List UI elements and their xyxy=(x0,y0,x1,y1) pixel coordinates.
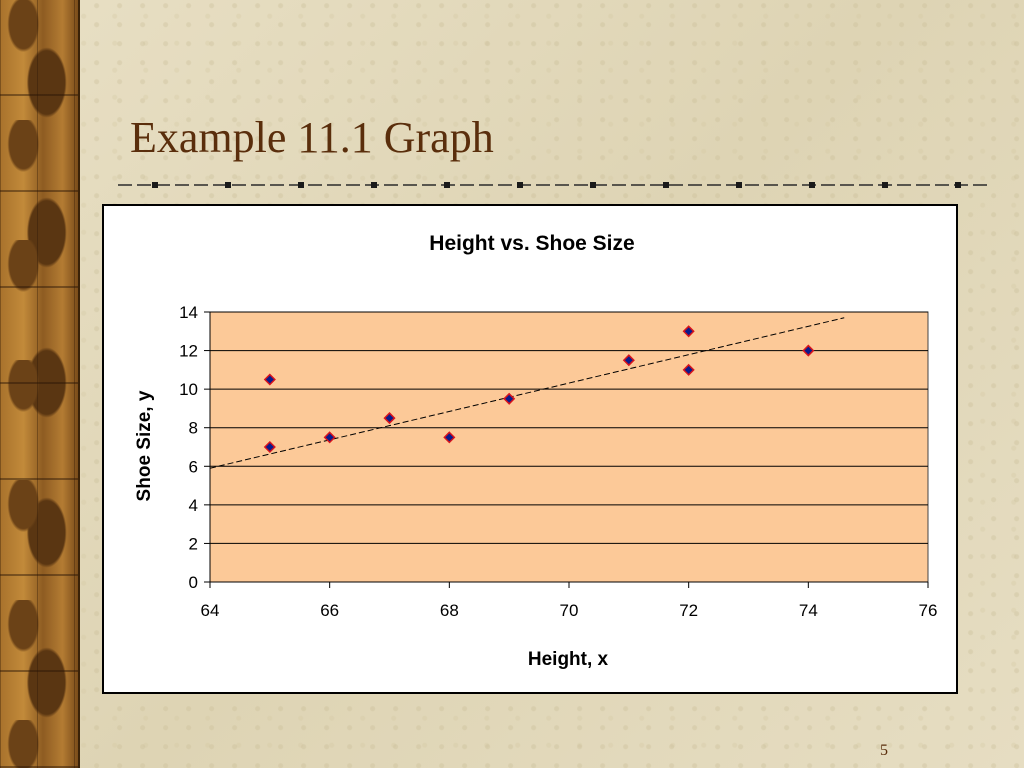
divider-dot xyxy=(663,182,669,188)
divider-dot xyxy=(371,182,377,188)
x-tick-label: 68 xyxy=(440,601,459,620)
page-number: 5 xyxy=(880,742,888,759)
divider-dot xyxy=(517,182,523,188)
data-point xyxy=(443,431,456,444)
wood-border xyxy=(0,0,80,768)
data-point xyxy=(682,363,695,376)
y-tick-label: 12 xyxy=(179,342,198,361)
divider-dot xyxy=(809,182,815,188)
data-point xyxy=(383,412,396,425)
chart-title: Height vs. Shoe Size xyxy=(429,232,634,255)
x-tick-label: 70 xyxy=(560,601,579,620)
data-point xyxy=(263,373,276,386)
data-point xyxy=(323,431,336,444)
data-point xyxy=(622,354,635,367)
divider-dot xyxy=(225,182,231,188)
y-tick-label: 4 xyxy=(189,496,198,515)
plot-background xyxy=(209,311,929,583)
y-tick-label: 6 xyxy=(189,457,198,476)
y-tick-label: 10 xyxy=(179,380,198,399)
divider-dot xyxy=(882,182,888,188)
y-tick-label: 8 xyxy=(189,419,198,438)
y-axis-label: Shoe Size, y xyxy=(134,390,155,501)
divider-dot xyxy=(955,182,961,188)
divider-dot xyxy=(298,182,304,188)
y-tick-label: 0 xyxy=(189,573,198,592)
x-tick-label: 66 xyxy=(320,601,339,620)
title-divider xyxy=(118,182,990,188)
divider-dot xyxy=(152,182,158,188)
trendline xyxy=(209,317,845,469)
x-tick-label: 76 xyxy=(919,601,938,620)
divider-dot xyxy=(736,182,742,188)
data-point xyxy=(802,344,815,357)
y-tick-label: 14 xyxy=(179,303,198,322)
x-axis-label: Height, x xyxy=(528,649,609,670)
chart-container: Height vs. Shoe Size 0 2 4 6 8 10 12 14 64 66 68 70… xyxy=(102,204,958,694)
divider-dot xyxy=(590,182,596,188)
divider-dot xyxy=(444,182,450,188)
data-point xyxy=(503,392,516,405)
data-point xyxy=(263,440,276,454)
slide-title: Example 11.1 Graph xyxy=(130,113,494,162)
x-tick-label: 64 xyxy=(201,601,220,620)
x-tick-label: 72 xyxy=(679,601,698,620)
data-point xyxy=(682,325,695,338)
y-tick-label: 2 xyxy=(189,534,198,553)
x-tick-label: 74 xyxy=(799,601,818,620)
